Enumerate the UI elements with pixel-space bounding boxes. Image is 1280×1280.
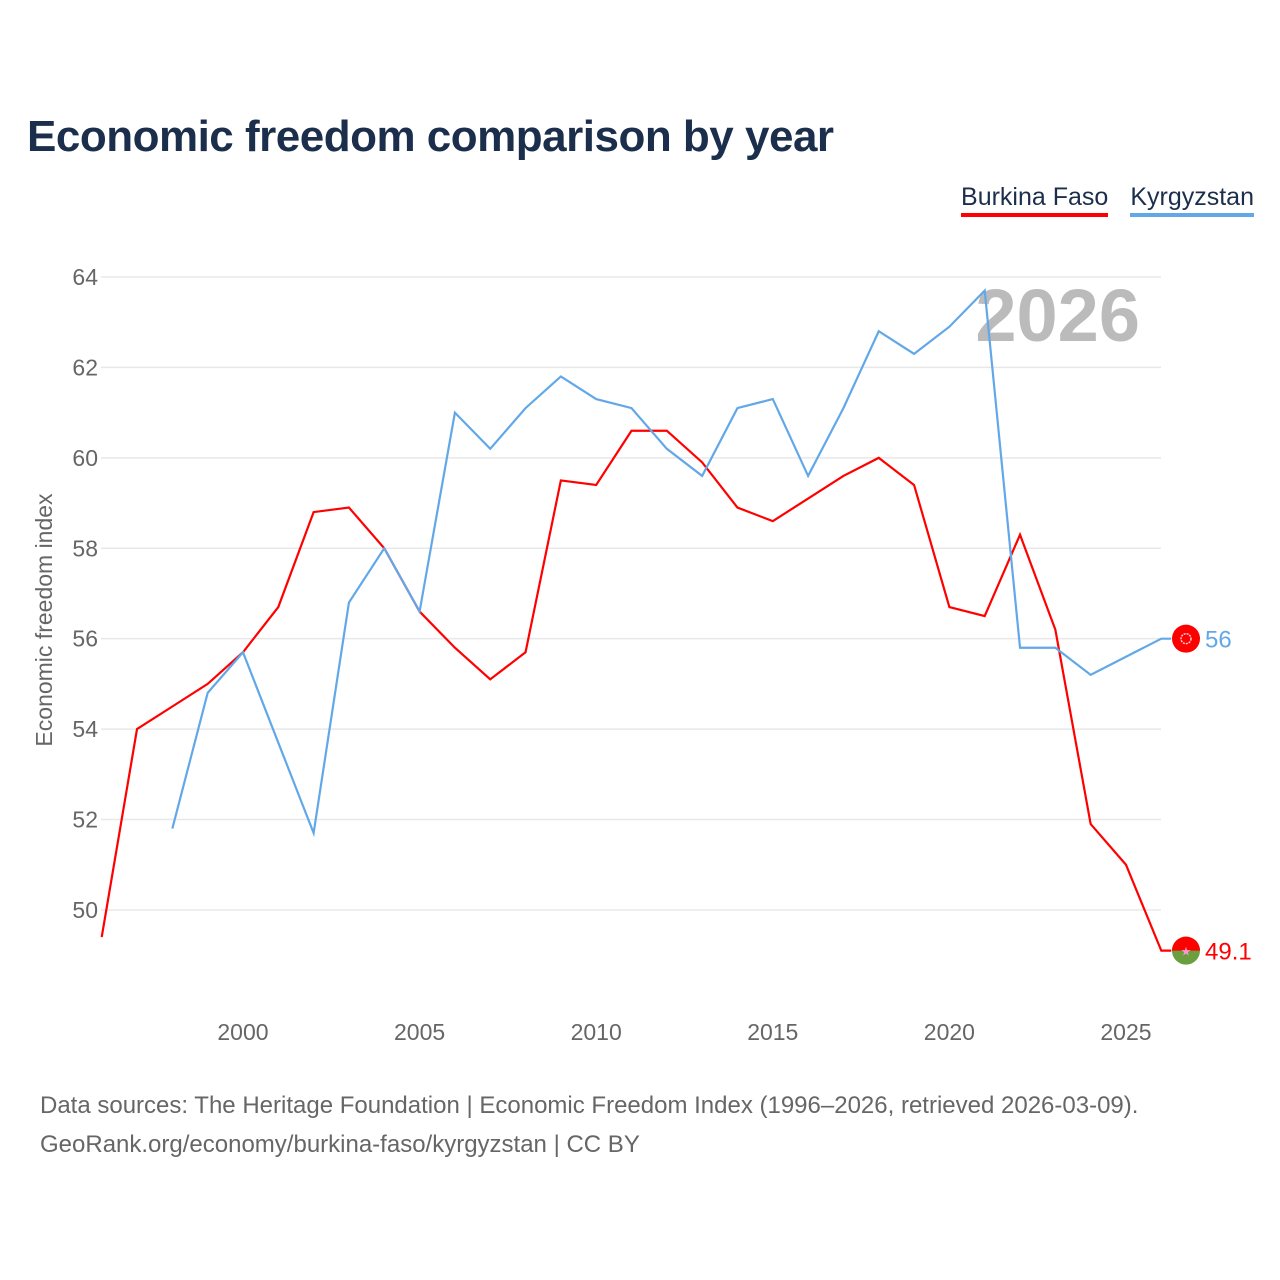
legend-item-kyrgyzstan[interactable]: Kyrgyzstan bbox=[1130, 183, 1254, 217]
y-tick-label: 58 bbox=[72, 535, 98, 561]
y-tick-label: 50 bbox=[72, 897, 98, 923]
year-watermark: 2026 bbox=[975, 274, 1140, 357]
legend-item-burkina-faso[interactable]: Burkina Faso bbox=[961, 183, 1109, 217]
y-tick-label: 56 bbox=[72, 626, 98, 652]
data-sources: Data sources: The Heritage Foundation | … bbox=[40, 1092, 1139, 1119]
x-tick-label: 2025 bbox=[1100, 1019, 1151, 1045]
y-tick-label: 54 bbox=[72, 716, 98, 742]
y-tick-label: 62 bbox=[72, 354, 98, 380]
x-tick-label: 2020 bbox=[924, 1019, 975, 1045]
series-line-burkina-faso bbox=[100, 429, 1172, 952]
end-value-label: 56 bbox=[1205, 627, 1232, 654]
x-tick-label: 2000 bbox=[217, 1019, 268, 1045]
x-tick-label: 2005 bbox=[394, 1019, 445, 1045]
legend: Burkina Faso Kyrgyzstan bbox=[961, 183, 1254, 217]
kyrgyzstan-flag-icon bbox=[1172, 624, 1200, 653]
end-value-label: 49.1 bbox=[1205, 939, 1252, 966]
y-tick-label: 60 bbox=[72, 445, 98, 471]
footer: Data sources: The Heritage Foundation | … bbox=[40, 1086, 1138, 1164]
y-tick-label: 64 bbox=[72, 264, 98, 290]
flag-sun-icon bbox=[1180, 632, 1192, 645]
source-link[interactable]: GeoRank.org/economy/burkina-faso/kyrgyzs… bbox=[40, 1131, 640, 1158]
y-axis-label: Economic freedom index bbox=[31, 493, 57, 747]
flag-top-half bbox=[1172, 936, 1200, 951]
flag-star-icon: ★ bbox=[1181, 945, 1192, 959]
series-line-kyrgyzstan bbox=[171, 288, 1172, 838]
chart-title: Economic freedom comparison by year bbox=[27, 112, 834, 161]
y-tick-label: 52 bbox=[72, 807, 98, 833]
x-tick-label: 2015 bbox=[747, 1019, 798, 1045]
x-tick-label: 2010 bbox=[571, 1019, 622, 1045]
